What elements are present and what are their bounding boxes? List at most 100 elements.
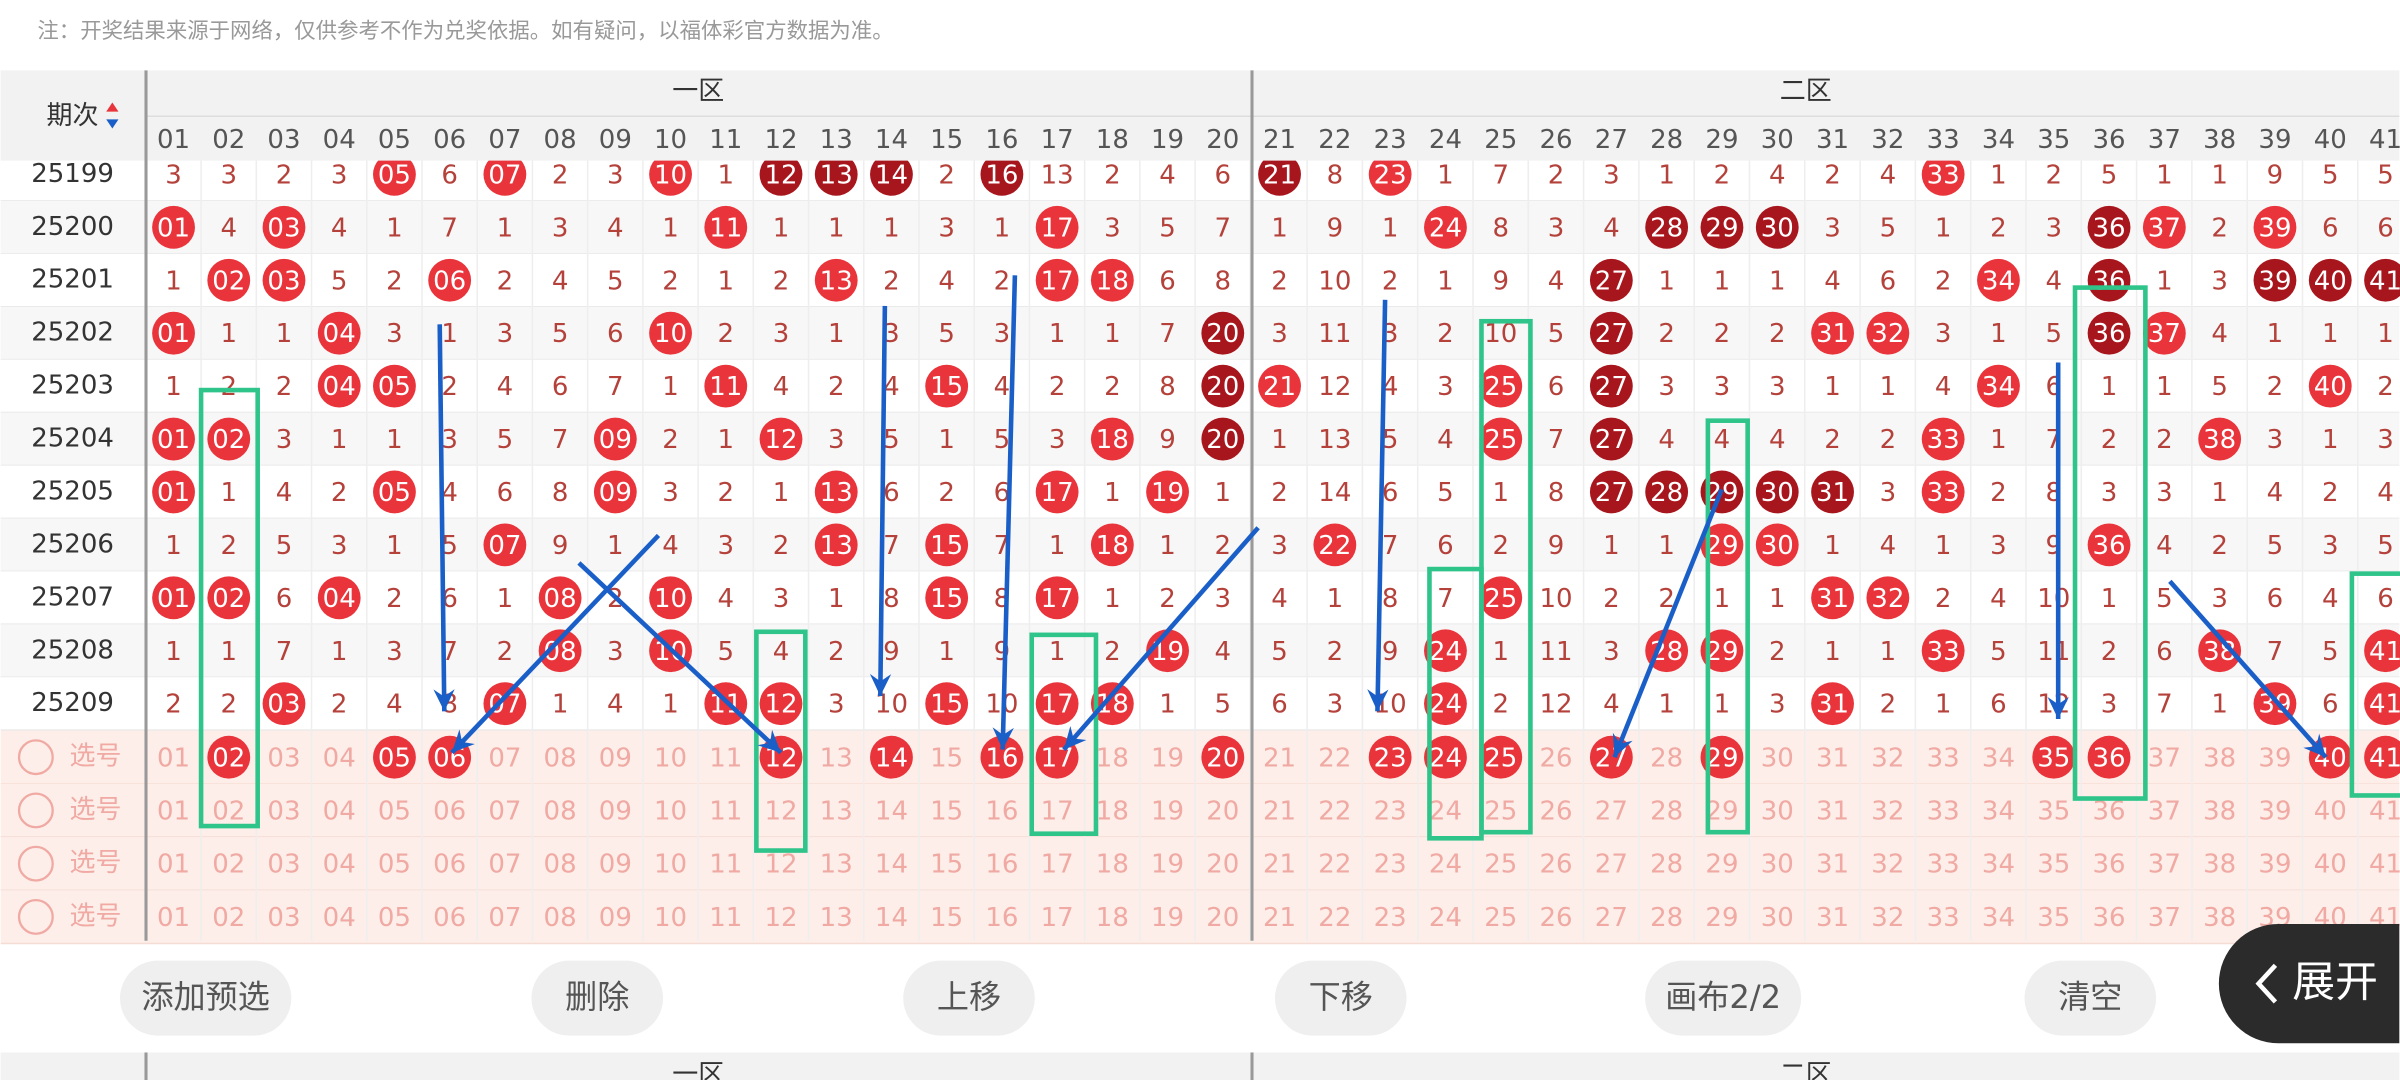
pick-number[interactable]: 40: [2314, 850, 2347, 880]
button-label[interactable]: 添加预选: [141, 978, 269, 1016]
pick-number[interactable]: 01: [157, 743, 190, 773]
expand-label[interactable]: 展开: [2292, 958, 2378, 1008]
pick-radio[interactable]: [17, 792, 54, 829]
pick-number[interactable]: 38: [2203, 850, 2236, 880]
pick-number[interactable]: 03: [267, 796, 300, 826]
pick-number[interactable]: 37: [2148, 796, 2181, 826]
pick-number[interactable]: 07: [488, 796, 521, 826]
pick-number[interactable]: 28: [1650, 850, 1683, 880]
pick-number[interactable]: 06: [433, 796, 466, 826]
pick-number[interactable]: 05: [378, 796, 411, 826]
pick-number[interactable]: 05: [378, 850, 411, 880]
pick-number[interactable]: 26: [1540, 903, 1573, 933]
pick-number[interactable]: 39: [2258, 850, 2291, 880]
pick-number[interactable]: 38: [2203, 796, 2236, 826]
pick-number[interactable]: 25: [1484, 903, 1517, 933]
pick-number[interactable]: 26: [1540, 743, 1573, 773]
pick-number[interactable]: 32: [1871, 903, 1904, 933]
pick-ball[interactable]: [1368, 735, 1412, 779]
pick-number[interactable]: 28: [1650, 743, 1683, 773]
pick-ball[interactable]: [1201, 735, 1245, 779]
button-label[interactable]: 清空: [2058, 978, 2122, 1016]
pick-number[interactable]: 20: [1206, 743, 1239, 773]
pick-number[interactable]: 02: [212, 796, 245, 826]
button-label[interactable]: 画布2/2: [1665, 978, 1781, 1016]
pick-number[interactable]: 10: [654, 743, 687, 773]
pick-number[interactable]: 19: [1151, 850, 1184, 880]
pick-number[interactable]: 14: [875, 743, 908, 773]
pick-number[interactable]: 41: [2369, 850, 2400, 880]
pick-number[interactable]: 32: [1871, 796, 1904, 826]
pick-ball[interactable]: [373, 735, 416, 779]
pick-number[interactable]: 15: [930, 743, 963, 773]
pick-number[interactable]: 34: [1982, 796, 2015, 826]
pick-number[interactable]: 31: [1816, 796, 1849, 826]
pick-number[interactable]: 27: [1595, 796, 1628, 826]
pick-number[interactable]: 03: [267, 850, 300, 880]
pick-number[interactable]: 18: [1096, 903, 1129, 933]
pick-number[interactable]: 24: [1429, 743, 1462, 773]
pick-number[interactable]: 18: [1096, 850, 1129, 880]
pick-number[interactable]: 13: [820, 743, 853, 773]
pick-number[interactable]: 07: [488, 743, 521, 773]
pick-number[interactable]: 28: [1650, 796, 1683, 826]
pick-number[interactable]: 05: [378, 743, 411, 773]
pick-number[interactable]: 31: [1816, 850, 1849, 880]
pick-number[interactable]: 29: [1705, 796, 1738, 826]
pick-number[interactable]: 36: [2093, 796, 2126, 826]
pick-number[interactable]: 27: [1595, 850, 1628, 880]
button-label[interactable]: 下移: [1309, 978, 1373, 1016]
pick-number[interactable]: 15: [930, 796, 963, 826]
pick-number[interactable]: 26: [1540, 850, 1573, 880]
pick-number[interactable]: 03: [267, 743, 300, 773]
pick-number[interactable]: 36: [2093, 850, 2126, 880]
pick-number[interactable]: 14: [875, 796, 908, 826]
pick-number[interactable]: 35: [2037, 850, 2070, 880]
pick-number[interactable]: 10: [654, 903, 687, 933]
pick-number[interactable]: 36: [2093, 903, 2126, 933]
pick-number[interactable]: 19: [1151, 903, 1184, 933]
button-label[interactable]: 删除: [565, 978, 629, 1016]
pick-number[interactable]: 23: [1374, 796, 1407, 826]
pick-number[interactable]: 01: [157, 850, 190, 880]
pick-number[interactable]: 09: [599, 850, 632, 880]
pick-ball[interactable]: [2032, 735, 2076, 779]
pick-number[interactable]: 25: [1484, 850, 1517, 880]
pick-number[interactable]: 19: [1151, 743, 1184, 773]
pick-ball[interactable]: [1479, 735, 1523, 779]
pick-number[interactable]: 31: [1816, 903, 1849, 933]
pick-number[interactable]: 11: [709, 903, 742, 933]
pick-number[interactable]: 20: [1206, 850, 1239, 880]
pick-number[interactable]: 33: [1927, 743, 1960, 773]
pick-number[interactable]: 35: [2037, 903, 2070, 933]
pick-number[interactable]: 24: [1429, 850, 1462, 880]
pick-number[interactable]: 08: [544, 796, 577, 826]
pick-radio[interactable]: [17, 845, 54, 882]
pick-number[interactable]: 22: [1318, 903, 1351, 933]
pick-number[interactable]: 01: [157, 903, 190, 933]
pick-number[interactable]: 24: [1429, 796, 1462, 826]
pick-ball[interactable]: [980, 735, 1024, 779]
pick-number[interactable]: 13: [820, 850, 853, 880]
pick-number[interactable]: 10: [654, 850, 687, 880]
pick-number[interactable]: 30: [1761, 743, 1794, 773]
pick-number[interactable]: 23: [1374, 850, 1407, 880]
pick-number[interactable]: 16: [985, 850, 1018, 880]
pick-number[interactable]: 12: [764, 796, 797, 826]
pick-ball[interactable]: [2364, 735, 2400, 779]
pick-number[interactable]: 15: [930, 850, 963, 880]
pick-number[interactable]: 37: [2148, 903, 2181, 933]
pick-number[interactable]: 01: [157, 796, 190, 826]
pick-number[interactable]: 21: [1263, 743, 1296, 773]
pick-number[interactable]: 28: [1650, 903, 1683, 933]
pick-number[interactable]: 18: [1096, 743, 1129, 773]
button[interactable]: [531, 960, 664, 1036]
pick-number[interactable]: 33: [1927, 903, 1960, 933]
pick-number[interactable]: 16: [985, 903, 1018, 933]
pick-number[interactable]: 04: [323, 796, 356, 826]
pick-number[interactable]: 14: [875, 903, 908, 933]
pick-number[interactable]: 22: [1318, 743, 1351, 773]
pick-number[interactable]: 07: [488, 850, 521, 880]
pick-number[interactable]: 14: [875, 850, 908, 880]
pick-number[interactable]: 41: [2369, 796, 2400, 826]
